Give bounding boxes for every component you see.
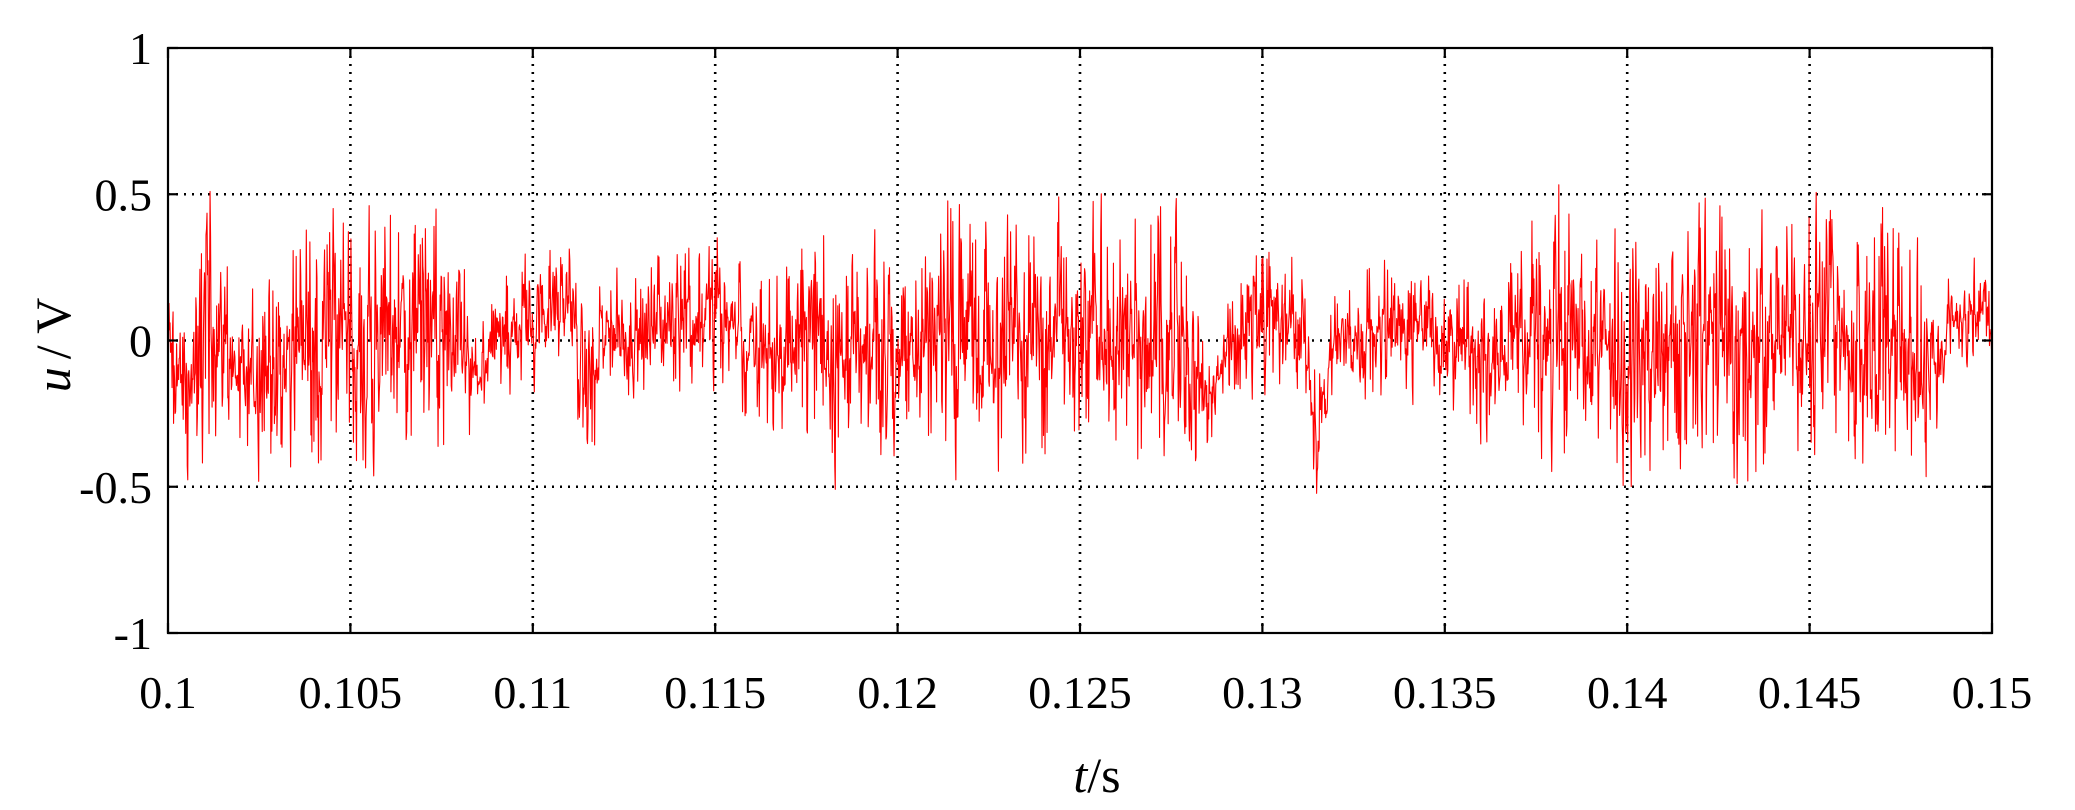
y-tick-labels: -1 -0.5 0 0.5 1 <box>79 23 152 659</box>
y-axis-label: u/ V <box>25 298 81 393</box>
y-tick-label: 0.5 <box>95 169 153 220</box>
x-tick-label: 0.145 <box>1758 667 1862 718</box>
x-tick-labels: 0.1 0.105 0.11 0.115 0.12 0.125 0.13 0.135 0.14 0… <box>139 667 2032 718</box>
x-tick-label: 0.15 <box>1952 667 2033 718</box>
x-tick-label: 0.135 <box>1393 667 1497 718</box>
x-tick-label: 0.11 <box>493 667 572 718</box>
x-tick-label: 0.105 <box>299 667 403 718</box>
x-tick-label: 0.14 <box>1587 667 1668 718</box>
axis-ticks <box>166 46 1994 635</box>
x-tick-label: 0.12 <box>857 667 938 718</box>
x-axis-label: t/s <box>1073 747 1120 803</box>
x-tick-label: 0.125 <box>1028 667 1132 718</box>
y-tick-label: 0 <box>129 316 152 367</box>
signal-line <box>167 184 1993 494</box>
y-tick-label: -0.5 <box>79 462 152 513</box>
y-tick-label: -1 <box>114 608 152 659</box>
y-tick-label: 1 <box>129 23 152 74</box>
x-tick-label: 0.115 <box>664 667 766 718</box>
x-tick-label: 0.13 <box>1222 667 1303 718</box>
x-tick-label: 0.1 <box>139 667 197 718</box>
signal-series <box>167 184 1993 494</box>
